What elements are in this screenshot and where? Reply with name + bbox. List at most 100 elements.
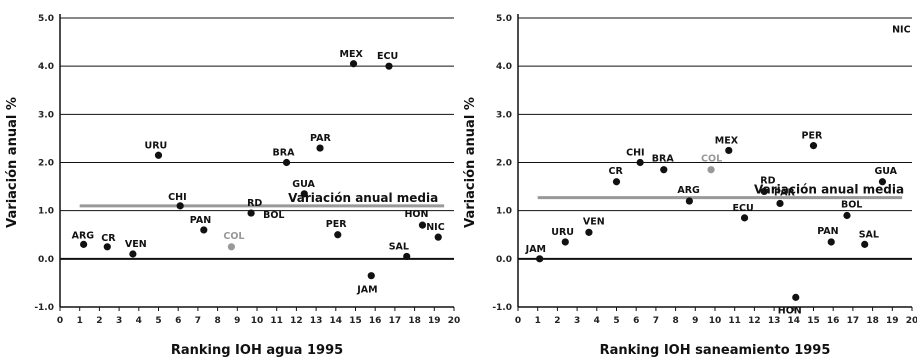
data-label-cr: CR [101, 233, 116, 244]
data-label-bol: BOL [841, 199, 862, 210]
data-point-hon [418, 221, 427, 229]
data-point-mex [349, 60, 358, 68]
x-tick-label: 15 [349, 316, 362, 326]
data-label-ecu: ECU [733, 203, 754, 214]
data-point-ecu [385, 62, 393, 70]
data-point-sal [403, 252, 411, 261]
data-label-hon: HON [778, 305, 802, 316]
data-label-hon: HON [404, 209, 428, 220]
x-tick-label: 17 [847, 316, 860, 326]
data-point-per [334, 231, 342, 239]
x-tick-label: 7 [653, 316, 659, 326]
y-tick-label: -1.0 [34, 303, 54, 313]
y-axis-title: Variación anual % [5, 97, 20, 228]
x-tick-label: 14 [788, 316, 801, 326]
data-label-nic: NIC [892, 24, 910, 35]
x-tick-label: 1 [77, 316, 83, 326]
data-label-chi: CHI [168, 192, 186, 203]
x-tick-label: 6 [633, 316, 639, 326]
data-point-gua [878, 178, 887, 186]
x-tick-label: 9 [692, 316, 698, 326]
data-point-bol [843, 211, 851, 220]
x-tick-label: 14 [330, 316, 343, 326]
x-tick-label: 15 [807, 316, 820, 326]
x-tick-label: 7 [195, 316, 201, 326]
x-tick-label: 12 [290, 316, 303, 326]
data-point-mex [725, 146, 733, 155]
x-tick-label: 10 [709, 316, 722, 326]
data-label-rd: RD [247, 198, 262, 209]
y-tick-label: 2.0 [496, 159, 512, 169]
data-label-arg: ARG [72, 230, 95, 241]
data-label-col: COL [701, 154, 722, 165]
data-label-gua: GUA [874, 166, 897, 177]
data-point-pan [200, 226, 208, 234]
data-label-jam: JAM [356, 285, 377, 296]
data-point-sal [861, 240, 869, 248]
x-tick-label: 16 [827, 316, 840, 326]
data-label-uru: URU [551, 227, 574, 238]
mean-reference-label: Variación anual media [754, 183, 904, 197]
y-tick-label: 2.0 [38, 159, 54, 169]
data-point-chi [636, 158, 644, 167]
data-label-rd: RD [760, 175, 775, 186]
x-tick-label: 9 [234, 316, 240, 326]
data-label-mex: MEX [715, 135, 739, 146]
data-point-rd [760, 187, 768, 195]
data-point-par [776, 199, 784, 208]
chart-panel-2: -1.00.01.02.03.04.05.00 1 2 3 4 5 6 7 8 9 10 11 12 13… [463, 14, 917, 358]
x-tick-label: 18 [866, 316, 879, 326]
data-point-per [809, 142, 818, 150]
data-label-col: COL [223, 231, 244, 242]
x-tick-label: 11 [270, 316, 283, 326]
x-tick-label: 8 [214, 316, 220, 326]
data-label-sal: SAL [859, 229, 879, 240]
data-point-nic [434, 233, 442, 241]
data-point-rd [247, 209, 255, 217]
data-label-bra: BRA [652, 154, 675, 165]
y-tick-label: 5.0 [38, 14, 54, 24]
data-point-ven [585, 228, 593, 236]
data-label-nic: NIC [426, 222, 444, 233]
x-tick-label: 0 [515, 316, 521, 326]
x-tick-label: 1 [535, 316, 541, 326]
y-tick-label: 0.0 [38, 255, 54, 265]
x-tick-label: 20 [448, 316, 461, 326]
data-point-arg [80, 240, 88, 248]
x-tick-label: 10 [251, 316, 264, 326]
x-tick-label: 13 [768, 316, 781, 326]
data-point-chi [176, 202, 184, 210]
data-label-cr: CR [609, 166, 624, 177]
data-label-ven: VEN [125, 239, 147, 250]
x-tick-label: 3 [574, 316, 580, 326]
data-label-bra: BRA [273, 148, 296, 159]
y-tick-label: 1.0 [496, 207, 512, 217]
y-tick-label: 0.0 [496, 255, 512, 265]
chart-panel-1: -1.00.01.02.03.04.05.00 1 2 3 4 5 6 7 8 9 10 11 12 13… [5, 14, 460, 358]
data-label-pan: PAN [190, 215, 211, 226]
data-point-arg [685, 197, 693, 205]
data-point-gua [300, 190, 308, 198]
x-axis-title: Ranking IOH saneamiento 1995 [600, 343, 831, 358]
data-label-chi: CHI [626, 148, 644, 159]
data-point-bra [282, 158, 291, 167]
data-label-bol: BOL [263, 210, 284, 221]
x-tick-label: 5 [155, 316, 161, 326]
data-label-per: PER [326, 219, 347, 230]
data-point-col [707, 166, 715, 174]
data-label-per: PER [802, 131, 823, 142]
data-label-ven: VEN [583, 216, 605, 227]
data-point-hon [792, 293, 800, 301]
data-label-pan: PAN [817, 226, 838, 237]
data-point-bra [660, 166, 668, 174]
y-axis-title: Variación anual % [463, 97, 478, 228]
data-label-par: PAR [310, 133, 331, 144]
y-tick-label: -1.0 [492, 303, 512, 313]
y-tick-label: 1.0 [38, 207, 54, 217]
data-label-arg: ARG [677, 185, 700, 196]
data-point-uru [154, 151, 163, 159]
x-tick-label: 16 [369, 316, 382, 326]
data-point-col [227, 243, 235, 251]
x-tick-label: 4 [136, 316, 142, 326]
x-tick-label: 4 [594, 316, 600, 326]
